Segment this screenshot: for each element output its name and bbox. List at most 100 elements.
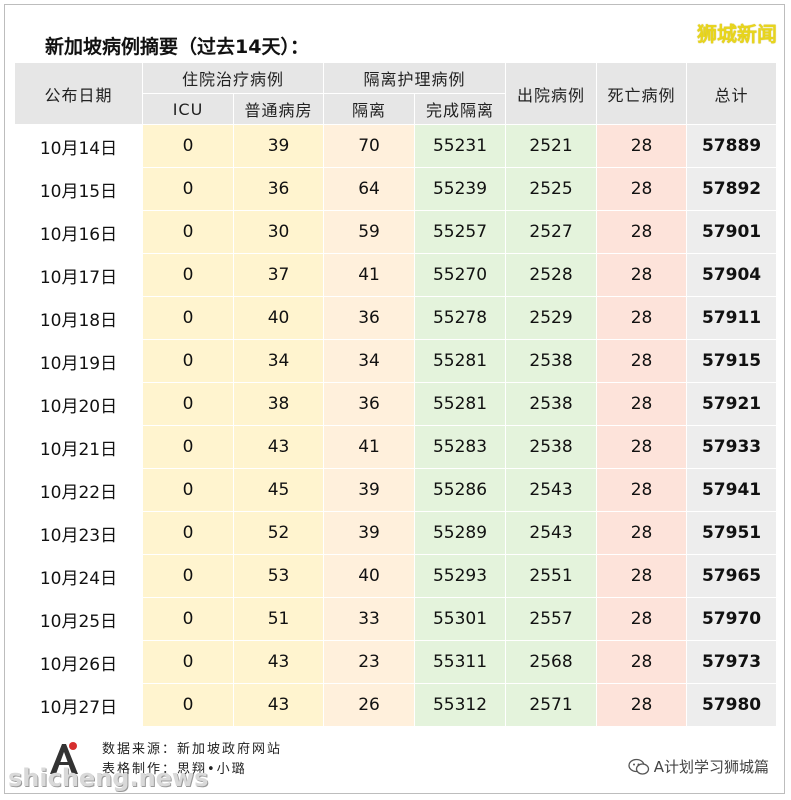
cell-deaths: 28 <box>596 425 688 469</box>
cell-completed: 55283 <box>414 425 507 469</box>
cell-icu: 0 <box>142 253 234 297</box>
cell-total: 57915 <box>686 339 778 383</box>
table-maker: 表格制作：思翔•小璐 <box>102 762 247 777</box>
cell-deaths: 28 <box>596 468 688 512</box>
table-row: 10月19日 0 34 34 55281 2538 28 57915 <box>14 339 778 383</box>
cell-icu: 0 <box>142 425 234 469</box>
cell-deaths: 28 <box>596 597 688 641</box>
cell-ward: 52 <box>232 511 325 555</box>
cell-total: 57973 <box>686 640 778 684</box>
cell-icu: 0 <box>142 382 234 426</box>
cell-discharged: 2521 <box>505 124 598 168</box>
cell-date: 10月22日 <box>14 468 143 512</box>
cell-icu: 0 <box>142 339 234 383</box>
cell-completed: 55293 <box>414 554 507 598</box>
cell-discharged: 2571 <box>505 683 598 727</box>
cell-date: 10月27日 <box>14 683 143 727</box>
cell-discharged: 2528 <box>505 253 598 297</box>
cell-total: 57941 <box>686 468 778 512</box>
watermark-text: shicheng.news <box>8 764 209 792</box>
cell-date: 10月18日 <box>14 296 143 340</box>
cell-isolation: 39 <box>323 511 416 555</box>
header-hospital-group: 住院治疗病例 <box>141 62 325 94</box>
cell-isolation: 26 <box>323 683 416 727</box>
cell-completed: 55278 <box>414 296 507 340</box>
cell-completed: 55270 <box>414 253 507 297</box>
card-frame <box>4 4 785 794</box>
table-row: 10月25日 0 51 33 55301 2557 28 57970 <box>14 597 778 641</box>
cell-completed: 55311 <box>414 640 507 684</box>
cell-icu: 0 <box>142 296 234 340</box>
cell-completed: 55239 <box>414 167 507 211</box>
cell-deaths: 28 <box>596 124 688 168</box>
cell-deaths: 28 <box>596 253 688 297</box>
header-deaths: 死亡病例 <box>596 62 688 125</box>
table-row: 10月27日 0 43 26 55312 2571 28 57980 <box>14 683 778 727</box>
table-row: 10月20日 0 38 36 55281 2538 28 57921 <box>14 382 778 426</box>
cell-discharged: 2529 <box>505 296 598 340</box>
cell-total: 57921 <box>686 382 778 426</box>
cell-deaths: 28 <box>596 210 688 254</box>
cell-deaths: 28 <box>596 554 688 598</box>
cell-ward: 40 <box>232 296 325 340</box>
cell-isolation: 39 <box>323 468 416 512</box>
cell-ward: 30 <box>232 210 325 254</box>
cell-icu: 0 <box>142 167 234 211</box>
cell-total: 57980 <box>686 683 778 727</box>
cell-completed: 55289 <box>414 511 507 555</box>
table-row: 10月24日 0 53 40 55293 2551 28 57965 <box>14 554 778 598</box>
cell-date: 10月21日 <box>14 425 143 469</box>
cell-isolation: 40 <box>323 554 416 598</box>
cell-isolation: 23 <box>323 640 416 684</box>
cell-icu: 0 <box>142 210 234 254</box>
cell-discharged: 2568 <box>505 640 598 684</box>
cell-date: 10月15日 <box>14 167 143 211</box>
cell-discharged: 2538 <box>505 382 598 426</box>
maker-logo-icon <box>50 742 78 774</box>
table-row: 10月21日 0 43 41 55283 2538 28 57933 <box>14 425 778 469</box>
cell-ward: 43 <box>232 683 325 727</box>
cell-isolation: 33 <box>323 597 416 641</box>
cell-date: 10月20日 <box>14 382 143 426</box>
cell-discharged: 2551 <box>505 554 598 598</box>
table-row: 10月23日 0 52 39 55289 2543 28 57951 <box>14 511 778 555</box>
header-date: 公布日期 <box>14 62 143 125</box>
cell-deaths: 28 <box>596 640 688 684</box>
cell-deaths: 28 <box>596 683 688 727</box>
cell-ward: 45 <box>232 468 325 512</box>
cell-ward: 36 <box>232 167 325 211</box>
cell-deaths: 28 <box>596 511 688 555</box>
cell-total: 57892 <box>686 167 778 211</box>
cell-total: 57933 <box>686 425 778 469</box>
cell-discharged: 2525 <box>505 167 598 211</box>
header-isolation-group: 隔离护理病例 <box>323 62 507 94</box>
case-summary-table: 公布日期 住院治疗病例 隔离护理病例 出院病例 死亡病例 总计 ICU 普通病房… <box>14 62 778 727</box>
table-row: 10月15日 0 36 64 55239 2525 28 57892 <box>14 167 778 211</box>
cell-isolation: 36 <box>323 382 416 426</box>
cell-ward: 43 <box>232 640 325 684</box>
cell-total: 57901 <box>686 210 778 254</box>
cell-ward: 38 <box>232 382 325 426</box>
cell-ward: 53 <box>232 554 325 598</box>
brand-logo-text: 狮城新闻 <box>697 22 777 46</box>
table-row: 10月18日 0 40 36 55278 2529 28 57911 <box>14 296 778 340</box>
cell-date: 10月19日 <box>14 339 143 383</box>
cell-completed: 55281 <box>414 339 507 383</box>
cell-isolation: 41 <box>323 253 416 297</box>
cell-ward: 43 <box>232 425 325 469</box>
cell-completed: 55231 <box>414 124 507 168</box>
cell-discharged: 2527 <box>505 210 598 254</box>
cell-isolation: 36 <box>323 296 416 340</box>
cell-completed: 55286 <box>414 468 507 512</box>
cell-icu: 0 <box>142 554 234 598</box>
cell-total: 57951 <box>686 511 778 555</box>
cell-date: 10月26日 <box>14 640 143 684</box>
cell-isolation: 41 <box>323 425 416 469</box>
cell-discharged: 2538 <box>505 339 598 383</box>
cell-icu: 0 <box>142 468 234 512</box>
cell-icu: 0 <box>142 640 234 684</box>
cell-date: 10月14日 <box>14 124 143 168</box>
wechat-account: A计划学习狮城篇 <box>628 756 769 777</box>
cell-total: 57889 <box>686 124 778 168</box>
cell-completed: 55301 <box>414 597 507 641</box>
